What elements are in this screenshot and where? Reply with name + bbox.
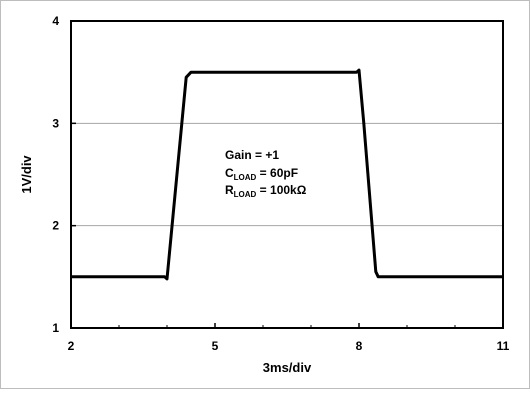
annotation-rload: RLOAD = 100kΩ [225, 183, 307, 199]
series-line-0 [71, 68, 503, 281]
annotation-cload-rest: = 60pF [256, 166, 298, 180]
annotation-rload-sub: LOAD [234, 190, 257, 199]
plot-area [70, 20, 504, 329]
annotation-cload: CLOAD = 60pF [225, 166, 298, 182]
x-axis-label: 3ms/div [263, 360, 312, 375]
annotation-cload-main: C [225, 166, 234, 180]
chart-annotation: Gain = +1 CLOAD = 60pF RLOAD = 100kΩ [225, 148, 307, 199]
y-tick-label: 4 [52, 14, 59, 28]
x-tick-label: 2 [68, 339, 75, 353]
annotation-rload-rest: = 100kΩ [256, 183, 306, 197]
annotation-rload-main: R [225, 183, 234, 197]
y-tick-label: 2 [52, 219, 59, 233]
annotation-cload-sub: LOAD [234, 173, 257, 182]
series-layer [71, 68, 503, 281]
y-tick-label: 3 [52, 116, 59, 130]
grid [71, 122, 503, 227]
y-axis-label: 1V/div [19, 155, 34, 194]
x-tick-label: 8 [356, 339, 363, 353]
y-tick-label: 1 [52, 321, 59, 335]
annotation-gain: Gain = +1 [225, 148, 279, 162]
x-tick-label: 5 [212, 339, 219, 353]
x-tick-label: 11 [497, 339, 510, 353]
